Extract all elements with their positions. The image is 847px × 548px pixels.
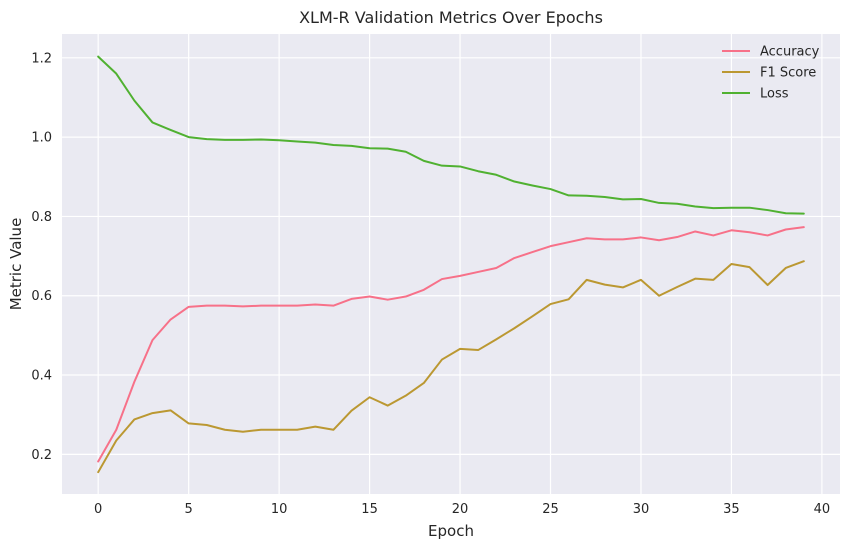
y-tick-label: 1.0	[31, 131, 52, 146]
y-tick-labels: 0.2 0.4 0.6 0.8 1.0 1.2	[31, 51, 52, 463]
series-lines	[97, 55, 805, 474]
series-line-accuracy	[97, 226, 805, 463]
series-line-loss	[97, 55, 805, 215]
y-tick-label: 0.8	[31, 210, 52, 225]
legend-label-accuracy: Accuracy	[760, 45, 820, 60]
y-tick-label: 0.2	[31, 448, 52, 463]
x-axis-title: Epoch	[428, 522, 474, 540]
legend-label-loss: Loss	[760, 87, 789, 102]
x-tick-label: 5	[185, 502, 193, 517]
plot-background	[62, 34, 840, 494]
x-tick-label: 25	[542, 502, 559, 517]
y-tick-label: 0.4	[31, 369, 52, 384]
legend: Accuracy F1 Score Loss	[722, 45, 820, 102]
y-tick-label: 1.2	[31, 51, 52, 66]
chart-title: XLM-R Validation Metrics Over Epochs	[299, 8, 603, 27]
grid-lines	[62, 34, 840, 494]
y-tick-label: 0.6	[31, 289, 52, 304]
x-tick-label: 20	[452, 502, 469, 517]
x-tick-label: 35	[723, 502, 740, 517]
legend-label-f1-score: F1 Score	[760, 66, 816, 81]
y-axis-title: Metric Value	[7, 218, 25, 311]
x-tick-label: 0	[94, 502, 102, 517]
x-tick-label: 30	[633, 502, 650, 517]
x-tick-label: 10	[271, 502, 288, 517]
series-line-f1-score	[97, 260, 805, 474]
x-tick-label: 15	[361, 502, 378, 517]
x-tick-labels: 0 5 10 15 20 25 30 35 40	[94, 502, 830, 517]
x-tick-label: 40	[814, 502, 831, 517]
